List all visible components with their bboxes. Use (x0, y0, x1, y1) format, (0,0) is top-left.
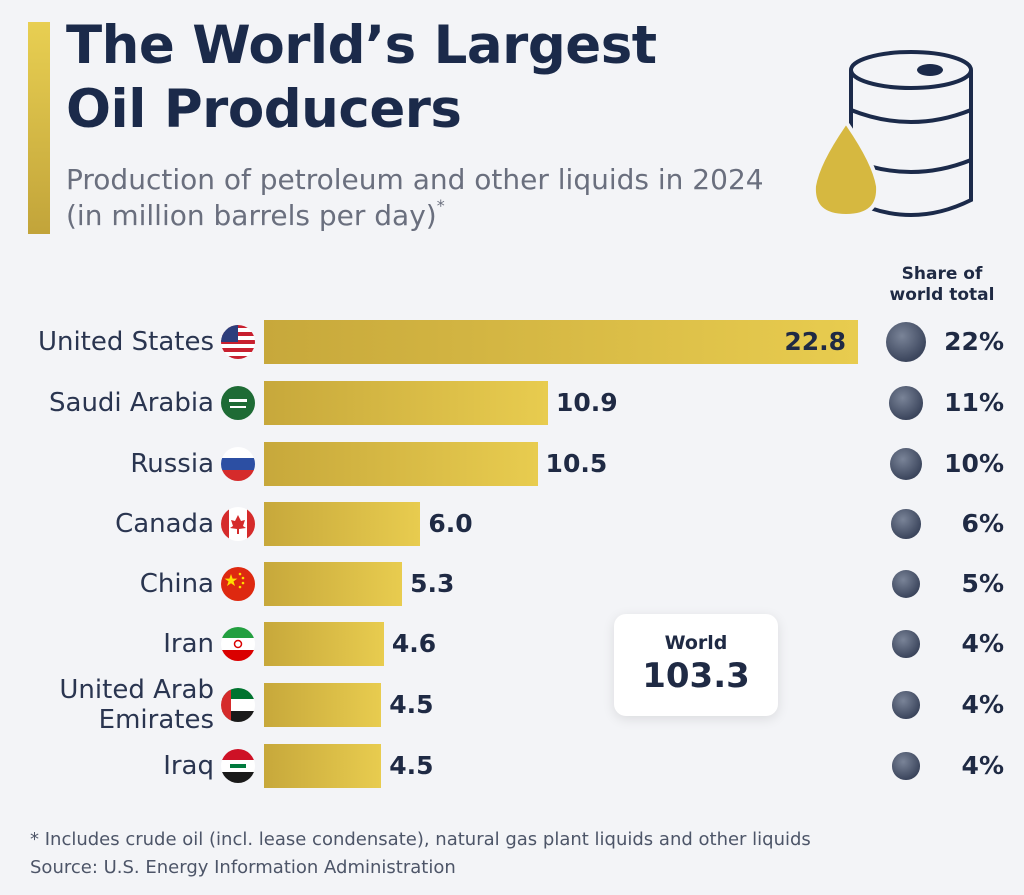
share-label: 4% (961, 690, 1004, 719)
share-dot (891, 509, 921, 539)
bar (264, 320, 858, 364)
bar-value-label: 4.5 (389, 690, 434, 719)
bar-row: Iran 4.6 4% (0, 622, 1024, 666)
subtitle-text: Production of petroleum and other liquid… (66, 163, 764, 232)
bar-value-label: 6.0 (428, 509, 473, 538)
bar-value-label: 10.5 (545, 449, 608, 478)
russia-flag-icon (221, 447, 255, 481)
share-dot (892, 630, 920, 658)
share-dot (889, 386, 923, 420)
share-label: 5% (961, 569, 1004, 598)
accent-bar (28, 22, 50, 234)
share-dot (892, 691, 920, 719)
bar-row: Saudi Arabia 10.9 11% (0, 381, 1024, 425)
china-flag-icon (221, 567, 255, 601)
world-total-box: World 103.3 (614, 614, 778, 716)
bar-row: Russia 10.5 10% (0, 442, 1024, 486)
source: Source: U.S. Energy Information Administ… (30, 857, 456, 878)
country-label: Saudi Arabia (49, 388, 214, 418)
share-dot (889, 447, 923, 481)
bar-value-label: 22.8 (784, 327, 846, 356)
bar-row: Iraq 4.5 4% (0, 744, 1024, 788)
share-label: 4% (961, 629, 1004, 658)
bar (264, 562, 403, 606)
share-label: 4% (961, 751, 1004, 780)
bar-value-label: 4.6 (391, 629, 437, 658)
world-label: World (664, 632, 728, 654)
share-dot (886, 322, 926, 362)
bar-value-label: 5.3 (410, 569, 455, 598)
saudi-arabia-flag-icon (221, 386, 255, 420)
share-label: 22% (944, 327, 1004, 356)
bar-value-label: 4.5 (389, 751, 434, 780)
bar-row: Canada 6.0 6% (0, 502, 1024, 546)
bar (264, 442, 538, 486)
country-label: Canada (115, 509, 214, 539)
share-label: 10% (944, 449, 1004, 478)
us-flag-icon (221, 325, 255, 359)
share-label: 11% (944, 388, 1004, 417)
iran-flag-icon (221, 627, 255, 661)
bar-row: United States 22.8 22% (0, 320, 1024, 364)
world-value: 103.3 (642, 656, 750, 696)
bar-value-label: 10.9 (555, 388, 618, 417)
country-label: Iraq (163, 751, 214, 781)
bar (264, 622, 384, 666)
bar (264, 381, 548, 425)
bar (264, 683, 382, 727)
share-column-header: Share of world total (889, 264, 995, 305)
footnote-block: * Includes crude oil (incl. lease conden… (30, 826, 811, 882)
share-label: 6% (961, 509, 1004, 538)
share-dot (892, 752, 920, 780)
country-label: Iran (163, 629, 214, 659)
country-label: United Arab Emirates (59, 675, 214, 735)
country-label: Russia (130, 449, 214, 479)
chart-subtitle: Production of petroleum and other liquid… (66, 162, 766, 234)
share-dot (891, 569, 921, 599)
bar (264, 502, 421, 546)
canada-flag-icon (221, 507, 255, 541)
chart-title: The World’s Largest Oil Producers (66, 15, 657, 140)
uae-flag-icon (221, 688, 255, 722)
country-label: United States (37, 327, 214, 357)
oil-barrel-icon (811, 50, 973, 219)
iraq-flag-icon (221, 749, 255, 783)
footnote: * Includes crude oil (incl. lease conden… (30, 829, 811, 850)
subtitle-footnote-mark: * (436, 196, 445, 215)
bar-row: China 5.3 5% (0, 562, 1024, 606)
country-label: China (139, 569, 214, 599)
bar (264, 744, 382, 788)
bar-row: United Arab Emirates 4.5 4% (0, 675, 1024, 735)
